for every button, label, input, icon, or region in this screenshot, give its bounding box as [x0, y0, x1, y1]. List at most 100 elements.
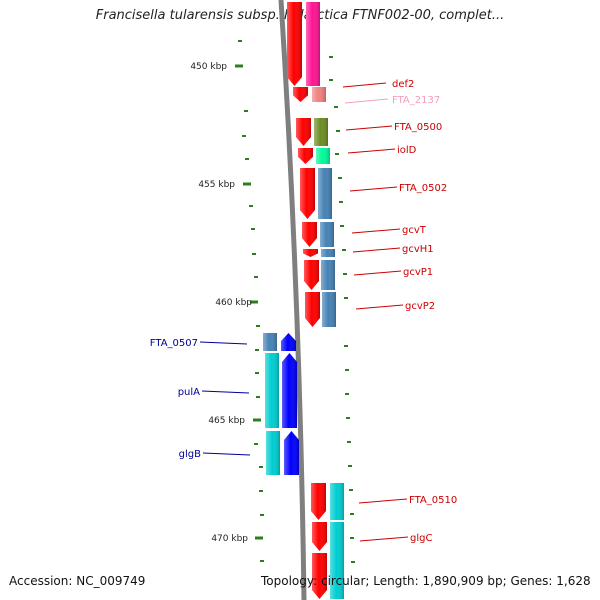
scale-tick	[245, 158, 249, 160]
label-line-gcvP1	[353, 270, 402, 276]
scale-tick	[244, 110, 248, 112]
scale-tick	[346, 417, 350, 419]
scale-tick	[345, 369, 349, 371]
gene-arrow-shade	[312, 522, 327, 551]
label-line-glgC	[359, 536, 409, 542]
cog-shade	[314, 118, 328, 146]
major-scale-tick	[235, 64, 243, 68]
scale-tick	[252, 253, 256, 255]
cog-shade	[318, 168, 332, 219]
gene-arrow-shade	[303, 249, 318, 257]
scale-tick	[340, 225, 344, 227]
scale-tick	[344, 297, 348, 299]
gene-label-FTA_2137[interactable]: FTA_2137	[392, 95, 440, 106]
label-line-gcvT	[351, 228, 401, 234]
gene-FTA_0510[interactable]	[311, 483, 344, 520]
scale-tick	[238, 40, 242, 42]
gene-arrow-shade	[304, 260, 319, 290]
gene-FTA_0507[interactable]	[263, 333, 296, 351]
genome-backbone	[278, 0, 307, 600]
gene-gcvH1[interactable]	[303, 249, 335, 257]
scale-tick	[259, 466, 263, 468]
label-line-iolD	[347, 148, 396, 154]
gene-label-FTA_0510[interactable]: FTA_0510	[409, 495, 457, 506]
scale-tick	[334, 106, 338, 108]
gene-label-def2[interactable]: def2	[392, 79, 414, 90]
cog-shade	[265, 353, 279, 428]
major-scale-tick	[243, 182, 251, 186]
gene-arrow-shade	[305, 292, 320, 327]
gene-label-FTA_0502[interactable]: FTA_0502	[399, 183, 447, 194]
scale-tick	[339, 201, 343, 203]
gene-glgC[interactable]	[312, 522, 344, 599]
gene-gcvP2[interactable]	[305, 292, 336, 327]
scale-label-470: 470 kbp	[211, 534, 248, 544]
gene-label-gcvT[interactable]: gcvT	[402, 225, 427, 236]
gene-label-pulA[interactable]: pulA	[178, 387, 200, 398]
scale-tick	[256, 396, 260, 398]
scale-tick	[344, 345, 348, 347]
gene-gcvP1[interactable]	[304, 260, 335, 290]
gene-label-glgB[interactable]: glgB	[179, 449, 201, 460]
gene-arrow-shade	[284, 431, 299, 475]
gene-label-iolD[interactable]: iolD	[397, 145, 417, 156]
label-line-FTA_0507	[199, 341, 248, 345]
gene-iolD[interactable]	[298, 148, 330, 164]
cog-shade	[322, 292, 336, 327]
gene-gcvT[interactable]	[302, 222, 334, 247]
gene-arrow-shade	[302, 222, 317, 247]
cog-shade	[330, 522, 344, 599]
scale-tick	[329, 79, 333, 81]
gene-label-glgC[interactable]: glgC	[410, 533, 432, 544]
scale-label-460: 460 kbp	[215, 298, 252, 308]
gene-arrow-shade	[312, 553, 327, 599]
scale-tick	[259, 490, 263, 492]
gene-label-gcvP1[interactable]: gcvP1	[403, 267, 433, 278]
scale-tick	[343, 273, 347, 275]
scale-tick	[351, 561, 355, 563]
cog-shade	[321, 249, 335, 257]
scale-tick	[260, 514, 264, 516]
gene-label-gcvH1[interactable]: gcvH1	[402, 244, 434, 255]
cog-shade	[321, 260, 335, 290]
label-line-glgB	[202, 452, 251, 456]
label-line-FTA_0510	[358, 498, 408, 504]
gene-arrow-shade	[281, 333, 296, 351]
label-line-def2	[342, 82, 387, 88]
label-line-gcvP2	[355, 304, 404, 310]
scale-tick	[256, 325, 260, 327]
cog-shade	[263, 333, 277, 351]
gene-arrow-shade	[298, 148, 313, 164]
gene-FTA_0502[interactable]	[300, 168, 332, 219]
label-line-gcvH1	[352, 247, 401, 253]
scale-tick	[329, 56, 333, 58]
scale-tick	[254, 276, 258, 278]
label-line-pulA	[201, 390, 250, 394]
scale-labels: 450 kbp 455 kbp 460 kbp 465 kbp 470 kbp	[190, 62, 252, 544]
gene-label-FTA_0507[interactable]: FTA_0507	[150, 338, 198, 349]
scale-tick	[336, 130, 340, 132]
cog-shade	[330, 483, 344, 520]
scale-tick	[350, 537, 354, 539]
gene-glgB[interactable]	[266, 431, 299, 475]
scale-tick	[349, 489, 353, 491]
scale-tick	[249, 205, 253, 207]
gene-FTA_2137[interactable]	[293, 87, 326, 102]
scale-tick	[260, 560, 264, 562]
scale-label-465: 465 kbp	[208, 416, 245, 426]
gene-label-gcvP2[interactable]: gcvP2	[405, 301, 435, 312]
gene-FTA_0500[interactable]	[296, 118, 328, 146]
scale-tick	[342, 249, 346, 251]
gene-label-FTA_0500[interactable]: FTA_0500	[394, 122, 442, 133]
gene-pulA[interactable]	[265, 353, 297, 428]
gene-def2[interactable]	[287, 2, 320, 86]
scale-ticks	[235, 40, 355, 563]
cog-shade	[316, 148, 330, 164]
gene-arrow-shade	[296, 118, 311, 146]
major-scale-tick	[253, 418, 261, 422]
scale-tick	[242, 135, 246, 137]
scale-tick	[251, 228, 255, 230]
scale-tick	[254, 443, 258, 445]
major-scale-tick	[250, 300, 258, 304]
gene-arrow-shade	[293, 87, 308, 102]
